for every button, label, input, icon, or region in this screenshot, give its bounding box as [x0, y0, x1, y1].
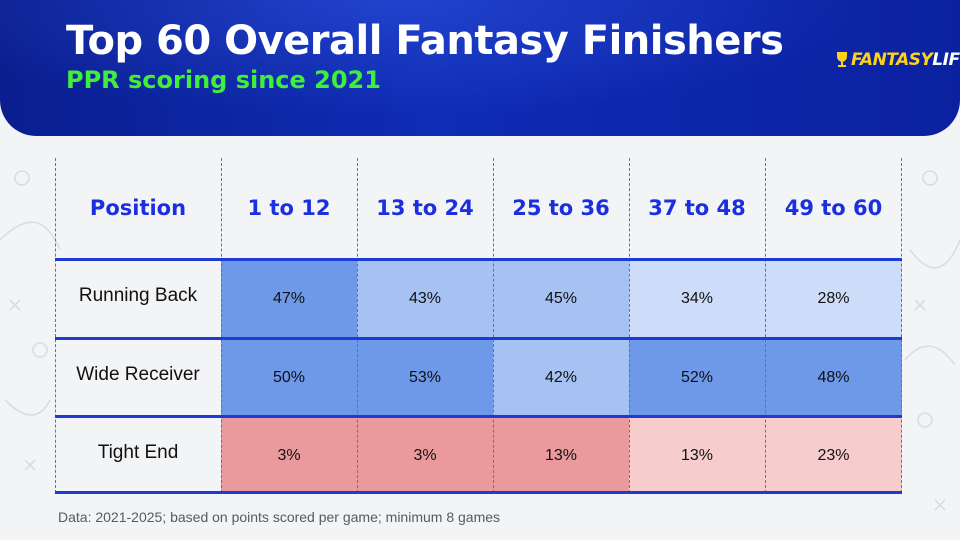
table-cell: 47% [221, 261, 357, 337]
column-divider [221, 158, 222, 493]
finisher-table: 47% 43% 45% 34% 28% Running Back 50% 53% 42% 52% 4… [55, 158, 902, 494]
table-cell: 48% [765, 340, 902, 415]
page-title: Top 60 Overall Fantasy Finishers [66, 18, 784, 64]
column-header: Position [89, 196, 187, 220]
header-banner [0, 0, 960, 136]
column-header: 1 to 12 [247, 196, 331, 220]
table-cell: 43% [357, 261, 493, 337]
column-divider [55, 158, 56, 493]
column-divider [765, 158, 766, 493]
table-cell: 42% [493, 340, 629, 415]
row-divider [55, 491, 902, 494]
column-divider [629, 158, 630, 493]
row-label: Wide Receiver [76, 363, 200, 385]
row-divider [55, 337, 902, 340]
column-divider [493, 158, 494, 493]
column-header: 37 to 48 [648, 196, 746, 220]
table-cell: 3% [357, 418, 493, 493]
table-cell: 34% [629, 261, 765, 337]
row-label: Running Back [78, 285, 198, 306]
table-cell: 28% [765, 261, 902, 337]
trophy-icon [837, 52, 847, 67]
table-cell: 23% [765, 418, 902, 493]
row-label: Tight End [97, 441, 179, 463]
table-cell: 45% [493, 261, 629, 337]
table-cell: 13% [493, 418, 629, 493]
table-cell: 3% [221, 418, 357, 493]
column-header: 49 to 60 [784, 196, 883, 220]
row-divider [55, 415, 902, 418]
footnote: Data: 2021-2025; based on points scored … [58, 509, 501, 525]
column-divider [901, 158, 902, 493]
page-subtitle: PPR scoring since 2021 [66, 66, 381, 94]
fantasylife-logo: FANTASYLIFE [835, 50, 960, 70]
row-divider [55, 258, 902, 261]
column-header: 25 to 36 [512, 196, 610, 220]
column-divider [357, 158, 358, 493]
table-cell: 13% [629, 418, 765, 493]
table-cell: 52% [629, 340, 765, 415]
table-cell: 50% [221, 340, 357, 415]
column-header: 13 to 24 [376, 196, 474, 220]
table-cell: 53% [357, 340, 493, 415]
